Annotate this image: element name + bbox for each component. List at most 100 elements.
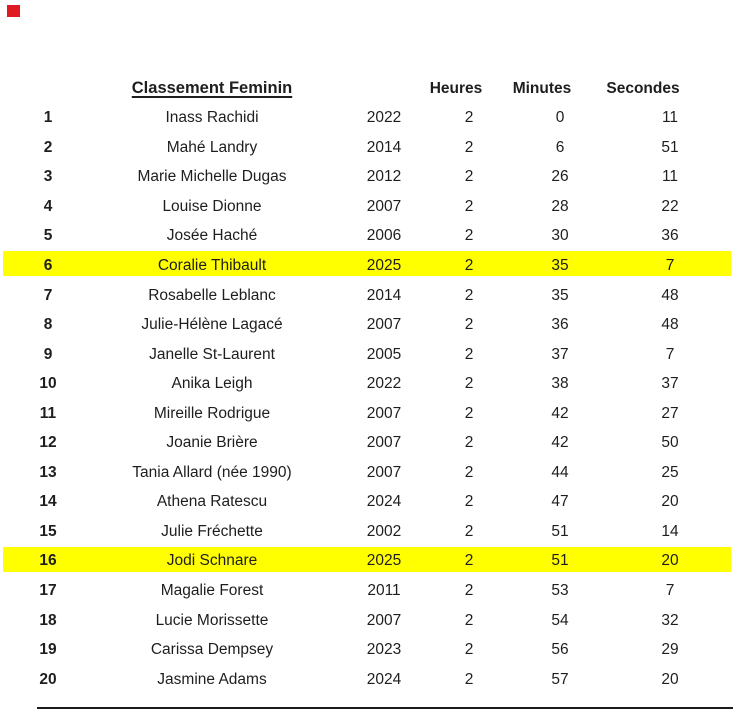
bottom-edge-line (37, 707, 733, 709)
rank-cell: 11 (39, 404, 57, 422)
secondes-cell: 50 (661, 434, 679, 452)
heures-cell: 2 (464, 138, 474, 156)
year-cell: 2007 (366, 404, 402, 422)
table-row: 4 Louise Dionne 2007 2 28 22 (0, 192, 735, 222)
heures-cell: 2 (464, 522, 474, 540)
year-cell: 2007 (366, 316, 402, 334)
table-row: 7 Rosabelle Leblanc 2014 2 35 48 (0, 281, 735, 311)
year-cell: 2022 (366, 109, 402, 127)
year-cell: 2005 (366, 345, 402, 363)
secondes-cell: 25 (661, 463, 679, 481)
secondes-cell: 48 (661, 286, 679, 304)
rank-cell: 1 (43, 109, 53, 127)
secondes-cell: 29 (661, 641, 679, 659)
highlight-stripe (3, 251, 731, 277)
table-row: 15 Julie Fréchette 2002 2 51 14 (0, 517, 735, 547)
secondes-cell: 7 (665, 345, 675, 363)
rank-cell: 8 (43, 316, 53, 334)
secondes-cell: 37 (661, 375, 679, 393)
minutes-cell: 35 (551, 286, 569, 304)
column-header-secondes: Secondes (606, 79, 680, 97)
rank-cell: 15 (39, 522, 57, 540)
heures-cell: 2 (464, 582, 474, 599)
heures-cell: 2 (464, 404, 474, 422)
year-cell: 2025 (366, 256, 402, 274)
minutes-cell: 35 (551, 256, 569, 274)
rank-cell: 10 (39, 375, 57, 393)
name-cell: Athena Ratescu (156, 493, 268, 511)
minutes-cell: 36 (551, 316, 569, 334)
year-cell: 2025 (366, 552, 402, 570)
secondes-cell: 20 (661, 493, 679, 511)
minutes-cell: 26 (551, 168, 569, 186)
heures-cell: 2 (464, 493, 474, 511)
secondes-cell: 36 (661, 227, 679, 245)
table-row: 5 Josée Haché 2006 2 30 36 (0, 221, 735, 251)
year-cell: 2024 (366, 493, 402, 511)
table-row: 12 Joanie Brière 2007 2 42 50 (0, 428, 735, 458)
name-cell: Marie Michelle Dugas (137, 168, 287, 186)
minutes-cell: 53 (551, 582, 569, 599)
table-row: 19 Carissa Dempsey 2023 2 56 29 (0, 635, 735, 665)
red-corner-marker (7, 5, 20, 17)
heures-cell: 2 (464, 168, 474, 186)
rank-cell: 9 (43, 345, 53, 363)
year-cell: 2006 (366, 227, 402, 245)
minutes-cell: 37 (551, 345, 569, 363)
name-cell: Carissa Dempsey (150, 641, 274, 659)
minutes-cell: 6 (555, 138, 565, 156)
heures-cell: 2 (464, 227, 474, 245)
secondes-cell: 51 (661, 138, 679, 156)
heures-cell: 2 (464, 434, 474, 452)
minutes-cell: 56 (551, 641, 569, 659)
table-row: 8 Julie-Hélène Lagacé 2007 2 36 48 (0, 310, 735, 340)
name-cell: Lucie Morissette (155, 611, 269, 629)
year-cell: 2007 (366, 463, 402, 481)
minutes-cell: 57 (551, 670, 569, 688)
page-title: Classement Feminin (131, 78, 293, 97)
column-header-heures: Heures (429, 79, 483, 97)
name-cell: Mireille Rodrigue (153, 404, 271, 422)
rank-cell: 6 (43, 256, 53, 274)
rank-cell: 14 (39, 493, 57, 511)
secondes-cell: 14 (661, 522, 679, 540)
table-row: 11 Mireille Rodrigue 2007 2 42 27 (0, 399, 735, 429)
table-row: 3 Marie Michelle Dugas 2012 2 26 11 (0, 162, 735, 192)
minutes-cell: 51 (551, 552, 569, 570)
table-row: 13 Tania Allard (née 1990) 2007 2 44 25 (0, 458, 735, 488)
rank-cell: 3 (43, 168, 53, 186)
rank-cell: 2 (43, 138, 53, 156)
heures-cell: 2 (464, 611, 474, 629)
year-cell: 2022 (366, 375, 402, 393)
secondes-cell: 7 (665, 256, 675, 274)
table-row: 6 Coralie Thibault 2025 2 35 7 (0, 251, 735, 281)
heures-cell: 2 (464, 316, 474, 334)
table-row: 14 Athena Ratescu 2024 2 47 20 (0, 487, 735, 517)
minutes-cell: 42 (551, 404, 569, 422)
heures-cell: 2 (464, 286, 474, 304)
rank-cell: 17 (39, 582, 57, 599)
name-cell: Joanie Brière (166, 434, 258, 452)
rank-cell: 16 (39, 552, 57, 570)
minutes-cell: 30 (551, 227, 569, 245)
rank-cell: 20 (39, 670, 57, 688)
secondes-cell: 20 (661, 552, 679, 570)
name-cell: Josée Haché (166, 227, 258, 245)
minutes-cell: 0 (555, 109, 565, 127)
heures-cell: 2 (464, 463, 474, 481)
name-cell: Jasmine Adams (157, 670, 267, 688)
heures-cell: 2 (464, 109, 474, 127)
year-cell: 2012 (366, 168, 402, 186)
minutes-cell: 28 (551, 197, 569, 215)
heures-cell: 2 (464, 552, 474, 570)
year-cell: 2023 (366, 641, 402, 659)
year-cell: 2007 (366, 197, 402, 215)
secondes-cell: 22 (661, 197, 679, 215)
table-row: 2 Mahé Landry 2014 2 6 51 (0, 133, 735, 163)
secondes-cell: 48 (661, 316, 679, 334)
rank-cell: 4 (43, 197, 53, 215)
minutes-cell: 47 (551, 493, 569, 511)
name-cell: Julie-Hélène Lagacé (141, 316, 283, 334)
minutes-cell: 38 (551, 375, 569, 393)
